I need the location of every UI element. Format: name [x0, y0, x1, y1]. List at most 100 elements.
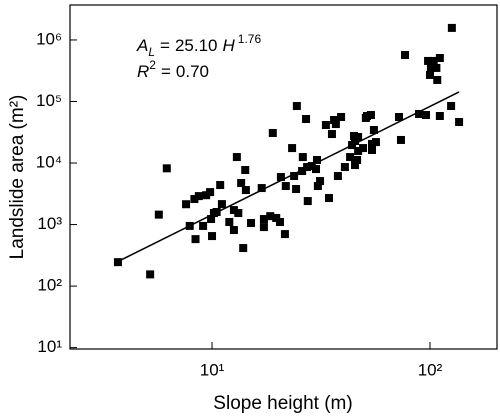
point — [333, 172, 342, 181]
point — [259, 223, 268, 232]
y-tick-label: 10⁵ — [36, 91, 62, 110]
point — [429, 56, 438, 65]
point — [366, 111, 375, 120]
point — [424, 56, 433, 65]
y-tick-label: 10¹ — [37, 337, 62, 356]
point — [354, 132, 363, 141]
point — [191, 235, 200, 244]
point — [241, 186, 250, 195]
point — [348, 141, 357, 150]
point — [190, 195, 199, 204]
point — [113, 258, 122, 267]
r2-symbol: R — [137, 62, 149, 81]
point — [312, 156, 321, 165]
point — [327, 130, 336, 139]
point — [229, 206, 238, 215]
point — [241, 166, 250, 175]
y-tick-label: 10⁴ — [36, 153, 62, 172]
point — [290, 172, 299, 181]
point — [247, 219, 256, 228]
y-tick-label: 10⁶ — [36, 29, 62, 48]
fit-equation: AL = 25.10 H 1.76 — [136, 32, 261, 59]
x-axis-title: Slope height (m) — [213, 393, 352, 414]
point — [415, 109, 424, 118]
point — [353, 156, 362, 165]
point — [268, 128, 277, 137]
point — [237, 179, 246, 188]
eq-variable: H — [223, 36, 236, 55]
point — [182, 200, 191, 209]
eq-coefficient: 25.10 — [175, 36, 218, 55]
point — [266, 212, 275, 221]
point — [455, 118, 464, 127]
point — [288, 144, 297, 153]
point — [324, 194, 333, 203]
point — [346, 153, 355, 162]
point — [280, 230, 289, 239]
point — [276, 173, 285, 182]
point — [292, 101, 301, 110]
point — [302, 115, 311, 124]
point — [447, 23, 456, 32]
point — [281, 182, 290, 191]
r2-value: 0.70 — [176, 62, 209, 81]
point — [207, 215, 216, 224]
r2-sup: 2 — [149, 58, 156, 72]
point — [217, 200, 226, 209]
point — [321, 120, 330, 129]
point — [162, 164, 171, 173]
point — [194, 192, 203, 201]
point — [359, 144, 368, 153]
r-squared: R2 = 0.70 — [137, 58, 209, 81]
point — [229, 226, 238, 235]
point — [369, 126, 378, 135]
point — [146, 270, 155, 279]
point — [330, 116, 339, 125]
y-tick-label: 10³ — [37, 214, 62, 233]
point — [206, 188, 215, 197]
point — [316, 177, 325, 186]
point — [216, 181, 225, 190]
point — [435, 54, 444, 63]
point — [425, 70, 434, 79]
r2-equals: = — [161, 62, 171, 81]
point — [303, 163, 312, 172]
point — [447, 101, 456, 110]
point — [371, 138, 380, 147]
point — [185, 221, 194, 230]
point — [361, 113, 370, 122]
eq-exponent: 1.76 — [238, 32, 262, 46]
point — [351, 161, 360, 170]
point — [337, 112, 346, 121]
point — [349, 131, 358, 140]
eq-symbol: A — [136, 36, 148, 55]
point — [351, 137, 360, 146]
point — [312, 165, 321, 174]
x-tick-label: 10² — [418, 360, 443, 379]
eq-sub: L — [148, 45, 155, 59]
point — [154, 210, 163, 219]
point — [422, 111, 431, 120]
point — [272, 213, 281, 222]
point — [225, 218, 234, 227]
point — [313, 182, 322, 191]
point — [257, 184, 266, 193]
point — [259, 215, 268, 224]
point — [292, 185, 301, 194]
y-tick-label: 10² — [37, 276, 62, 295]
point — [400, 50, 409, 59]
point — [395, 112, 404, 121]
x-tick-label: 10¹ — [200, 360, 225, 379]
point — [234, 209, 243, 218]
point — [368, 145, 377, 154]
y-axis-title: Landslide area (m²) — [7, 95, 28, 260]
point — [199, 221, 208, 230]
point — [239, 244, 248, 253]
point — [354, 146, 363, 155]
point — [298, 153, 307, 162]
plot-frame — [69, 4, 498, 350]
point — [435, 112, 444, 121]
point — [208, 232, 217, 241]
point — [298, 167, 307, 176]
